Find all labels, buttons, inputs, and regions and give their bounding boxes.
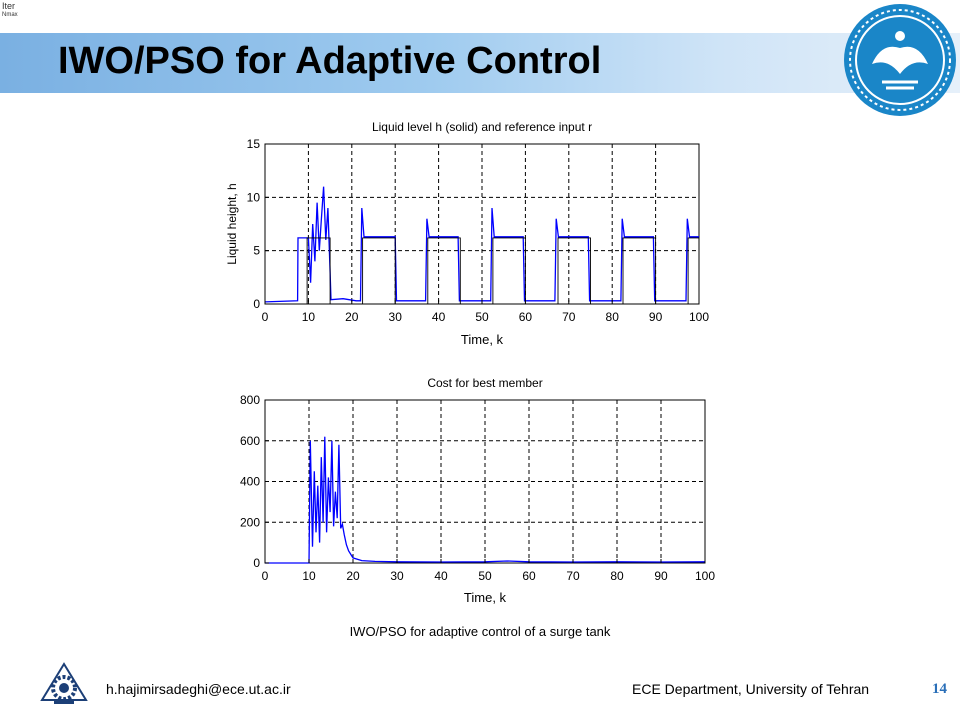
x-tick-label: 10 — [302, 310, 316, 324]
x-tick-label: 80 — [606, 310, 620, 324]
chart-title: Liquid level h (solid) and reference inp… — [372, 120, 592, 134]
x-tick-label: 20 — [345, 310, 359, 324]
y-axis-label: Liquid height, h — [225, 183, 239, 264]
y-tick-label: 800 — [240, 393, 260, 407]
x-tick-label: 100 — [689, 310, 709, 324]
x-axis-label: Time, k — [461, 332, 504, 347]
chart-title: Cost for best member — [427, 376, 542, 390]
x-tick-label: 90 — [649, 310, 663, 324]
page-number: 14 — [932, 681, 947, 697]
x-axis-label: Time, k — [464, 590, 507, 605]
x-tick-label: 30 — [390, 569, 404, 583]
y-tick-label: 200 — [240, 515, 260, 529]
x-tick-label: 60 — [519, 310, 533, 324]
x-tick-label: 40 — [432, 310, 446, 324]
slide-title: IWO/PSO for Adaptive Control — [58, 40, 602, 82]
figure-caption: IWO/PSO for adaptive control of a surge … — [349, 624, 611, 639]
corner-text: Iter — [2, 1, 16, 11]
x-tick-label: 90 — [654, 569, 668, 583]
ece-gear-logo-icon — [40, 662, 88, 704]
corner-subtext: Nmax — [2, 12, 18, 18]
x-tick-label: 50 — [478, 569, 492, 583]
corner-label: Iter Nmax — [2, 2, 18, 20]
x-tick-label: 20 — [346, 569, 360, 583]
x-tick-label: 10 — [302, 569, 316, 583]
x-tick-label: 60 — [522, 569, 536, 583]
title-band — [0, 33, 960, 93]
y-tick-label: 0 — [253, 297, 260, 311]
x-tick-label: 100 — [695, 569, 715, 583]
series-line-0 — [265, 436, 706, 564]
x-tick-label: 50 — [475, 310, 489, 324]
y-tick-label: 15 — [247, 137, 261, 151]
series-line-0 — [264, 186, 699, 303]
footer-email: h.hajimirsadeghi@ece.ut.ac.ir — [106, 681, 291, 697]
chart-liquid-level: 0 10 20 30 40 50 60 70 80 90 100 0 5 10 15 Liquid level… — [225, 120, 709, 347]
y-tick-label: 5 — [253, 244, 260, 258]
footer-department: ECE Department, University of Tehran — [632, 681, 870, 697]
y-tick-label: 0 — [253, 556, 260, 570]
x-tick-label: 70 — [566, 569, 580, 583]
series-line-1 — [265, 237, 699, 305]
y-tick-label: 600 — [240, 434, 260, 448]
x-tick-label: 80 — [610, 569, 624, 583]
x-tick-label: 30 — [389, 310, 403, 324]
x-tick-label: 0 — [262, 310, 269, 324]
x-tick-label: 0 — [262, 569, 269, 583]
y-tick-label: 400 — [240, 475, 260, 489]
x-tick-label: 40 — [434, 569, 448, 583]
x-tick-label: 70 — [562, 310, 576, 324]
university-seal-icon — [844, 4, 956, 116]
chart-cost-best-member: 0 10 20 30 40 50 60 70 80 90 100 0 200 400 600 800 Cost … — [240, 376, 715, 605]
y-tick-label: 10 — [247, 190, 261, 204]
